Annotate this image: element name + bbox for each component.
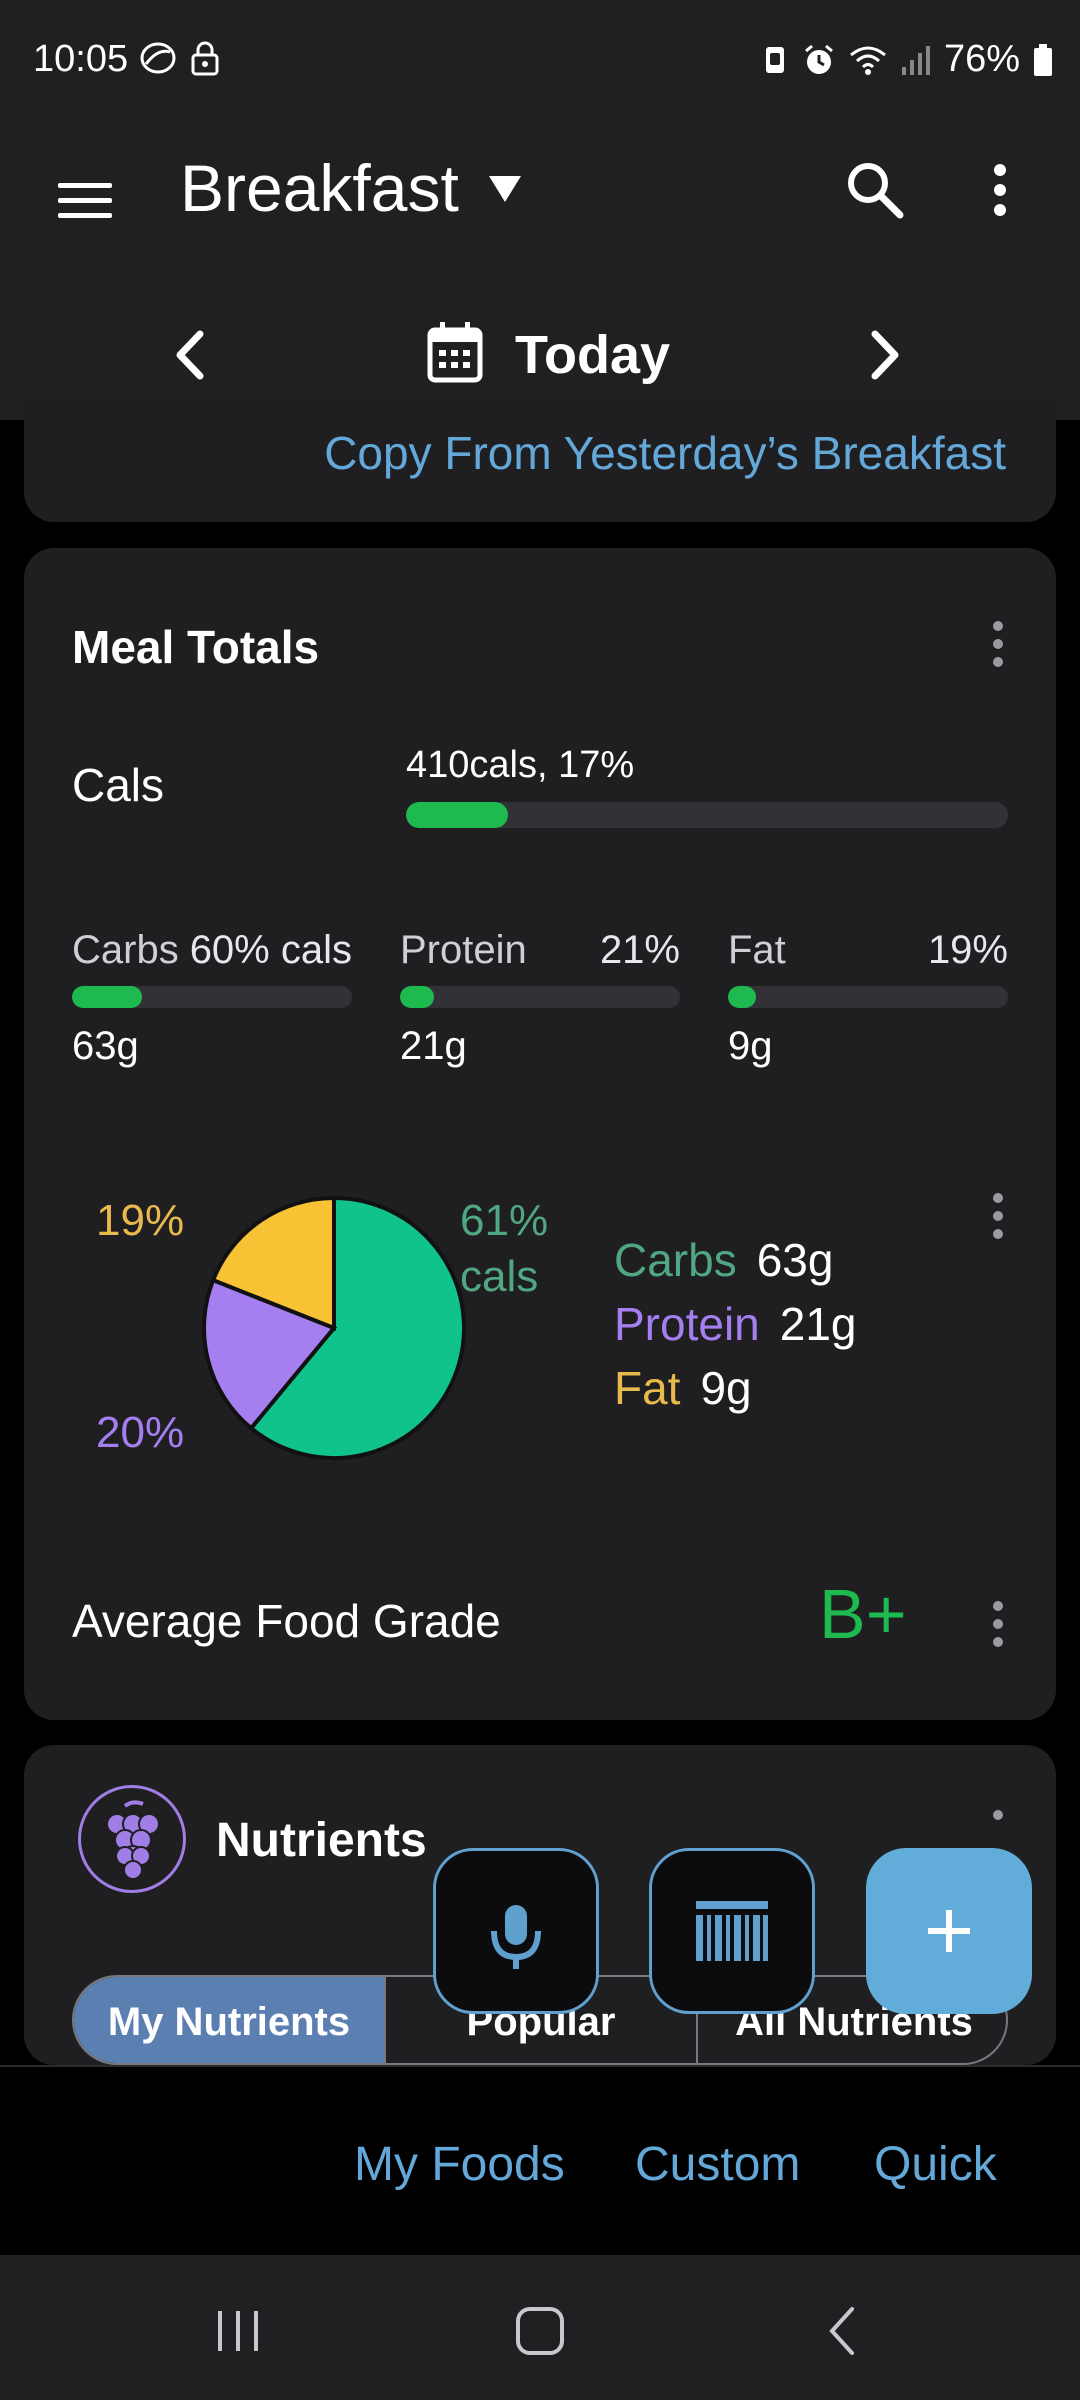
macro-progress-fill: [72, 986, 142, 1008]
legend-value: 63g: [756, 1234, 834, 1286]
pie-carbs-unit: cals: [460, 1252, 539, 1301]
legend-value: 21g: [779, 1298, 857, 1350]
macro-grams: 63g: [72, 1024, 139, 1068]
meal-totals-more-icon[interactable]: [978, 616, 1018, 676]
search-icon[interactable]: [840, 155, 910, 225]
macro-carbs: Carbs 60% cals 63g: [72, 928, 352, 1078]
chevron-right-icon[interactable]: [855, 320, 915, 390]
food-grade-value: B+: [819, 1575, 907, 1653]
macro-legend: Carbs 63g Protein 21g Fat 9g: [614, 1228, 857, 1420]
grade-more-icon[interactable]: [978, 1596, 1018, 1656]
macro-grams: 21g: [400, 1024, 467, 1068]
quick-link[interactable]: Quick: [874, 2138, 997, 2191]
macro-progress-bar: [400, 986, 680, 1008]
bottom-link-bar: My Foods Custom Quick: [0, 2065, 1080, 2255]
app-bar: Breakfast Today: [0, 120, 1080, 420]
pie-more-icon[interactable]: [978, 1188, 1018, 1248]
macro-progress-fill: [728, 986, 756, 1008]
cals-label: Cals: [72, 759, 165, 811]
nutrients-title: Nutrients: [216, 1814, 427, 1867]
pie-slice-fat: [210, 1195, 336, 1331]
meal-totals-title: Meal Totals: [72, 621, 320, 673]
alarm-icon: [804, 44, 833, 74]
legend-name: Protein: [614, 1298, 760, 1350]
add-food-button[interactable]: [866, 1848, 1032, 2014]
copy-from-yesterday-link[interactable]: Copy From Yesterday’s Breakfast: [324, 427, 1006, 479]
cals-progress-fill: [406, 802, 509, 828]
more-vertical-icon[interactable]: [975, 155, 1025, 225]
system-navigation-bar: [0, 2255, 1080, 2400]
status-left-icons: [140, 40, 220, 76]
macro-name: Protein: [400, 928, 527, 972]
macro-name: Fat: [728, 928, 786, 972]
tab-my-nutrients[interactable]: My Nutrients: [74, 1977, 386, 2063]
macro-progress-bar: [728, 986, 1008, 1008]
voice-log-button[interactable]: [433, 1848, 599, 2014]
barcode-scan-button[interactable]: [649, 1848, 815, 2014]
grape-icon: [78, 1785, 186, 1893]
average-food-grade-label: Average Food Grade: [72, 1595, 501, 1647]
pie-protein-label: 20%: [96, 1408, 185, 1457]
calendar-icon[interactable]: [425, 320, 485, 386]
date-label[interactable]: Today: [515, 325, 671, 385]
legend-name: Fat: [614, 1362, 681, 1414]
cals-progress-bar: [406, 802, 1008, 828]
legend-row-carbs: Carbs 63g: [614, 1228, 857, 1292]
battery-percent: 76%: [943, 38, 1020, 80]
recent-apps-icon[interactable]: [210, 2303, 266, 2359]
macro-fat: Fat 19% 9g: [728, 928, 1008, 1078]
dropdown-triangle-icon[interactable]: [485, 168, 525, 208]
wifi-icon: [849, 46, 886, 75]
pie-fat-label: 19%: [96, 1196, 185, 1245]
my-foods-link[interactable]: My Foods: [354, 2138, 565, 2191]
legend-name: Carbs: [614, 1234, 737, 1286]
back-icon[interactable]: [818, 2303, 868, 2359]
status-time: 10:05: [33, 38, 129, 80]
home-icon[interactable]: [510, 2303, 570, 2359]
status-right: 76%: [760, 38, 1054, 81]
vibrate-icon: [765, 46, 784, 73]
chevron-left-icon[interactable]: [160, 320, 220, 390]
date-navigator: Today: [0, 310, 1080, 400]
microphone-icon: [491, 1905, 541, 1969]
macro-percent: 19%: [927, 928, 1008, 972]
battery-icon: [1034, 43, 1052, 76]
taco-bell-icon: [140, 42, 176, 74]
macro-progress-fill: [400, 986, 434, 1008]
macro-percent: 60% cals: [189, 928, 352, 972]
legend-row-fat: Fat 9g: [614, 1356, 857, 1420]
barcode-icon: [696, 1901, 768, 1961]
legend-value: 9g: [700, 1362, 752, 1414]
pie-slice-carbs: [248, 1195, 466, 1460]
pie-carbs-percent: 61%: [460, 1196, 549, 1245]
meal-title[interactable]: Breakfast: [180, 151, 459, 225]
status-bar: 10:05: [0, 0, 1080, 120]
macro-name: Carbs: [72, 928, 179, 972]
legend-row-protein: Protein 21g: [614, 1292, 857, 1356]
meal-totals-card: Meal Totals Cals 410cals, 17% Carbs 60% …: [24, 548, 1056, 1720]
hamburger-menu-icon[interactable]: [50, 165, 120, 235]
custom-link[interactable]: Custom: [635, 2138, 801, 2191]
macro-protein: Protein 21% 21g: [400, 928, 680, 1078]
plus-icon: [928, 1910, 970, 1952]
signal-icon: [901, 45, 930, 75]
macro-progress-bar: [72, 986, 352, 1008]
copy-card: Copy From Yesterday’s Breakfast: [24, 400, 1056, 522]
macro-grams: 9g: [728, 1024, 773, 1068]
macro-percent: 21%: [599, 928, 680, 972]
lock-icon: [191, 41, 219, 76]
nutrients-more-icon[interactable]: [978, 1805, 1018, 1835]
macro-pie-chart: [202, 1195, 466, 1460]
cals-value: 410cals, 17%: [406, 744, 635, 786]
